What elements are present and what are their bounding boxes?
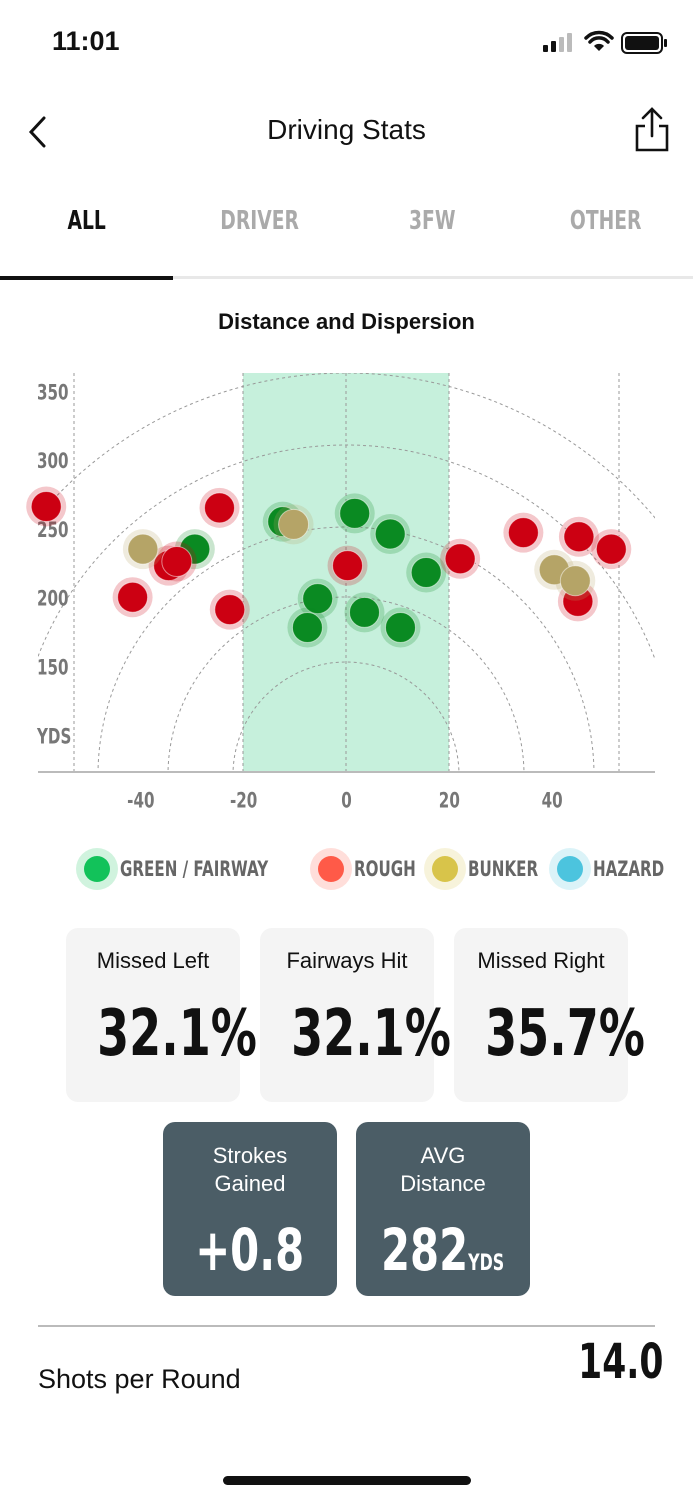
point bbox=[161, 545, 193, 577]
legend-label: GREEN / FAIRWAY bbox=[120, 857, 269, 881]
stat-value: 32.1% bbox=[291, 997, 451, 1071]
legend-item: GREEN / FAIRWAY bbox=[78, 856, 298, 882]
x-tick-label: -20 bbox=[230, 789, 257, 813]
highlight-label: AVG Distance bbox=[400, 1143, 486, 1196]
highlight-value: 282 bbox=[381, 1216, 469, 1284]
y-tick-label: 200 bbox=[37, 587, 69, 611]
tab-label: DRIVER bbox=[220, 206, 299, 236]
legend: GREEN / FAIRWAY ROUGH BUNKER HAZARD bbox=[78, 856, 664, 882]
y-tick-label: 300 bbox=[37, 450, 69, 474]
highlight-card: AVG Distance 282YDS bbox=[356, 1122, 530, 1296]
stat-label: Missed Left bbox=[96, 948, 210, 973]
legend-label: HAZARD bbox=[593, 857, 665, 881]
stat-value-wrap: 32.1% bbox=[260, 996, 451, 1071]
footer-value: 14.0 bbox=[577, 1334, 663, 1390]
point bbox=[214, 594, 246, 626]
chart: YDS 150 200 250 300 350 -40 -20 0 20 40 bbox=[26, 373, 655, 813]
highlight-label: Strokes Gained bbox=[212, 1143, 288, 1196]
y-tick-label: YDS bbox=[36, 725, 71, 749]
y-tick-label: 250 bbox=[37, 519, 69, 543]
tab[interactable]: 3FW bbox=[346, 205, 519, 236]
point bbox=[374, 518, 406, 550]
point bbox=[507, 517, 539, 549]
status-icons bbox=[543, 30, 667, 54]
status-time: 11:01 bbox=[52, 26, 120, 56]
point bbox=[384, 612, 416, 644]
highlight-value-group: +0.8 bbox=[196, 1216, 305, 1284]
point bbox=[563, 521, 595, 553]
stat-label: Fairways Hit bbox=[286, 948, 408, 973]
legend-item: HAZARD bbox=[551, 856, 664, 882]
stat-label: Missed Right bbox=[477, 948, 605, 973]
point bbox=[444, 543, 476, 575]
point bbox=[127, 533, 159, 565]
point bbox=[291, 612, 323, 644]
tab-label: ALL bbox=[67, 206, 106, 236]
tab[interactable]: DRIVER bbox=[173, 205, 346, 236]
stat-card: Missed Right 35.7% bbox=[454, 928, 645, 1102]
legend-item: ROUGH bbox=[312, 856, 416, 882]
tab-label: 3FW bbox=[409, 206, 456, 236]
legend-item: BUNKER bbox=[426, 856, 538, 882]
x-tick-label: -40 bbox=[127, 789, 154, 813]
point bbox=[410, 557, 442, 588]
legend-swatch bbox=[84, 856, 110, 882]
divider bbox=[38, 1325, 655, 1327]
point bbox=[595, 533, 627, 565]
share-button[interactable] bbox=[632, 106, 672, 154]
point bbox=[278, 508, 310, 540]
tab[interactable]: ALL bbox=[0, 205, 173, 236]
stat-value: 35.7% bbox=[485, 997, 645, 1071]
tab[interactable]: OTHER bbox=[519, 205, 692, 236]
point bbox=[332, 550, 364, 582]
x-tick-label: 40 bbox=[542, 789, 563, 813]
footer-label: Shots per Round bbox=[38, 1364, 241, 1394]
home-indicator bbox=[223, 1476, 471, 1485]
highlight-value: +0.8 bbox=[195, 1216, 305, 1284]
point bbox=[559, 565, 591, 597]
highlight-value-wrap: 282YDS bbox=[356, 1216, 530, 1284]
tab-indicator bbox=[0, 276, 173, 280]
point bbox=[348, 596, 380, 628]
x-tick-label: 0 bbox=[341, 789, 352, 813]
legend-swatch bbox=[557, 856, 584, 882]
highlight-card: Strokes Gained +0.8 bbox=[163, 1122, 337, 1296]
footer-value-wrap: 14.0 bbox=[545, 1334, 663, 1390]
highlight-unit: YDS bbox=[468, 1251, 505, 1276]
stat-card: Fairways Hit 32.1% bbox=[260, 928, 451, 1102]
point bbox=[30, 490, 62, 522]
point bbox=[302, 583, 334, 615]
header-title: Driving Stats bbox=[267, 114, 426, 145]
tab-label: OTHER bbox=[569, 206, 642, 236]
point bbox=[204, 492, 236, 524]
point bbox=[339, 497, 371, 529]
legend-swatch bbox=[431, 856, 458, 882]
legend-label: ROUGH bbox=[353, 857, 416, 881]
y-tick-label: 150 bbox=[37, 656, 69, 680]
back-button[interactable] bbox=[24, 114, 54, 150]
stat-value: 32.1% bbox=[97, 997, 257, 1071]
point bbox=[117, 581, 149, 613]
chart-title: Distance and Dispersion bbox=[218, 309, 475, 334]
x-tick-label: 20 bbox=[439, 789, 460, 813]
y-tick-label: 350 bbox=[37, 381, 69, 405]
stat-value-wrap: 32.1% bbox=[66, 996, 257, 1071]
highlight-value-group: 282YDS bbox=[381, 1216, 504, 1284]
legend-label: BUNKER bbox=[467, 857, 538, 881]
tab-divider bbox=[0, 276, 693, 279]
highlight-value-wrap: +0.8 bbox=[163, 1216, 337, 1284]
stat-value-wrap: 35.7% bbox=[454, 996, 645, 1071]
legend-swatch bbox=[317, 856, 344, 882]
stat-card: Missed Left 32.1% bbox=[66, 928, 257, 1102]
